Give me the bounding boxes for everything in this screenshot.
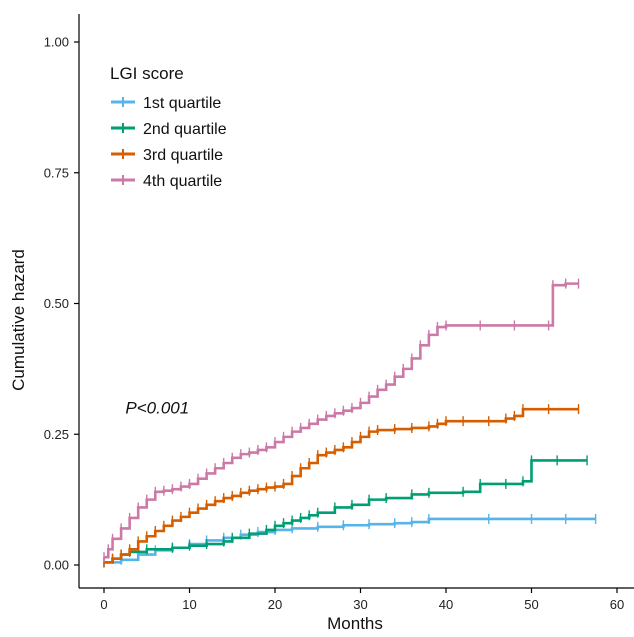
legend: LGI score 1st quartile 2nd quartile 3rd qu… (110, 64, 227, 190)
x-tick-label: 60 (610, 597, 624, 612)
x-tick-label: 10 (182, 597, 196, 612)
legend-item: 1st quartile (111, 95, 221, 112)
series-3 (103, 404, 580, 568)
legend-title: LGI score (110, 64, 184, 83)
x-tick-label: 0 (100, 597, 107, 612)
y-tick-label: 0.50 (44, 296, 69, 311)
p-value-annotation: P<0.001 (125, 398, 189, 417)
y-axis-title: Cumulative hazard (9, 249, 28, 391)
series-2 (103, 455, 588, 568)
legend-label: 1st quartile (143, 95, 221, 112)
x-tick-label: 20 (268, 597, 282, 612)
series-line (104, 459, 588, 564)
legend-label: 2nd quartile (143, 121, 227, 138)
x-axis-title: Months (327, 614, 383, 633)
legend-items: 1st quartile 2nd quartile 3rd quartile 4th … (111, 95, 227, 190)
series-1 (103, 513, 597, 568)
legend-label: 4th quartile (143, 173, 222, 190)
x-tick-label: 40 (439, 597, 453, 612)
y-ticks: 0.00 0.25 0.50 0.75 1.00 (44, 35, 79, 573)
series-4 (103, 278, 580, 563)
legend-label: 3rd quartile (143, 147, 223, 164)
series-line (104, 282, 579, 559)
legend-item: 4th quartile (111, 173, 222, 190)
y-tick-label: 0.75 (44, 165, 69, 180)
y-tick-label: 0.25 (44, 427, 69, 442)
legend-item: 2nd quartile (111, 121, 227, 138)
legend-item: 3rd quartile (111, 147, 223, 164)
y-tick-label: 0.00 (44, 558, 69, 573)
x-tick-label: 30 (353, 597, 367, 612)
x-ticks: 0 10 20 30 40 50 60 (100, 588, 624, 612)
axes (78, 14, 634, 589)
x-tick-label: 50 (524, 597, 538, 612)
series-line (104, 407, 579, 564)
y-tick-label: 1.00 (44, 35, 69, 50)
series-line (104, 517, 596, 564)
series-group (103, 278, 597, 568)
